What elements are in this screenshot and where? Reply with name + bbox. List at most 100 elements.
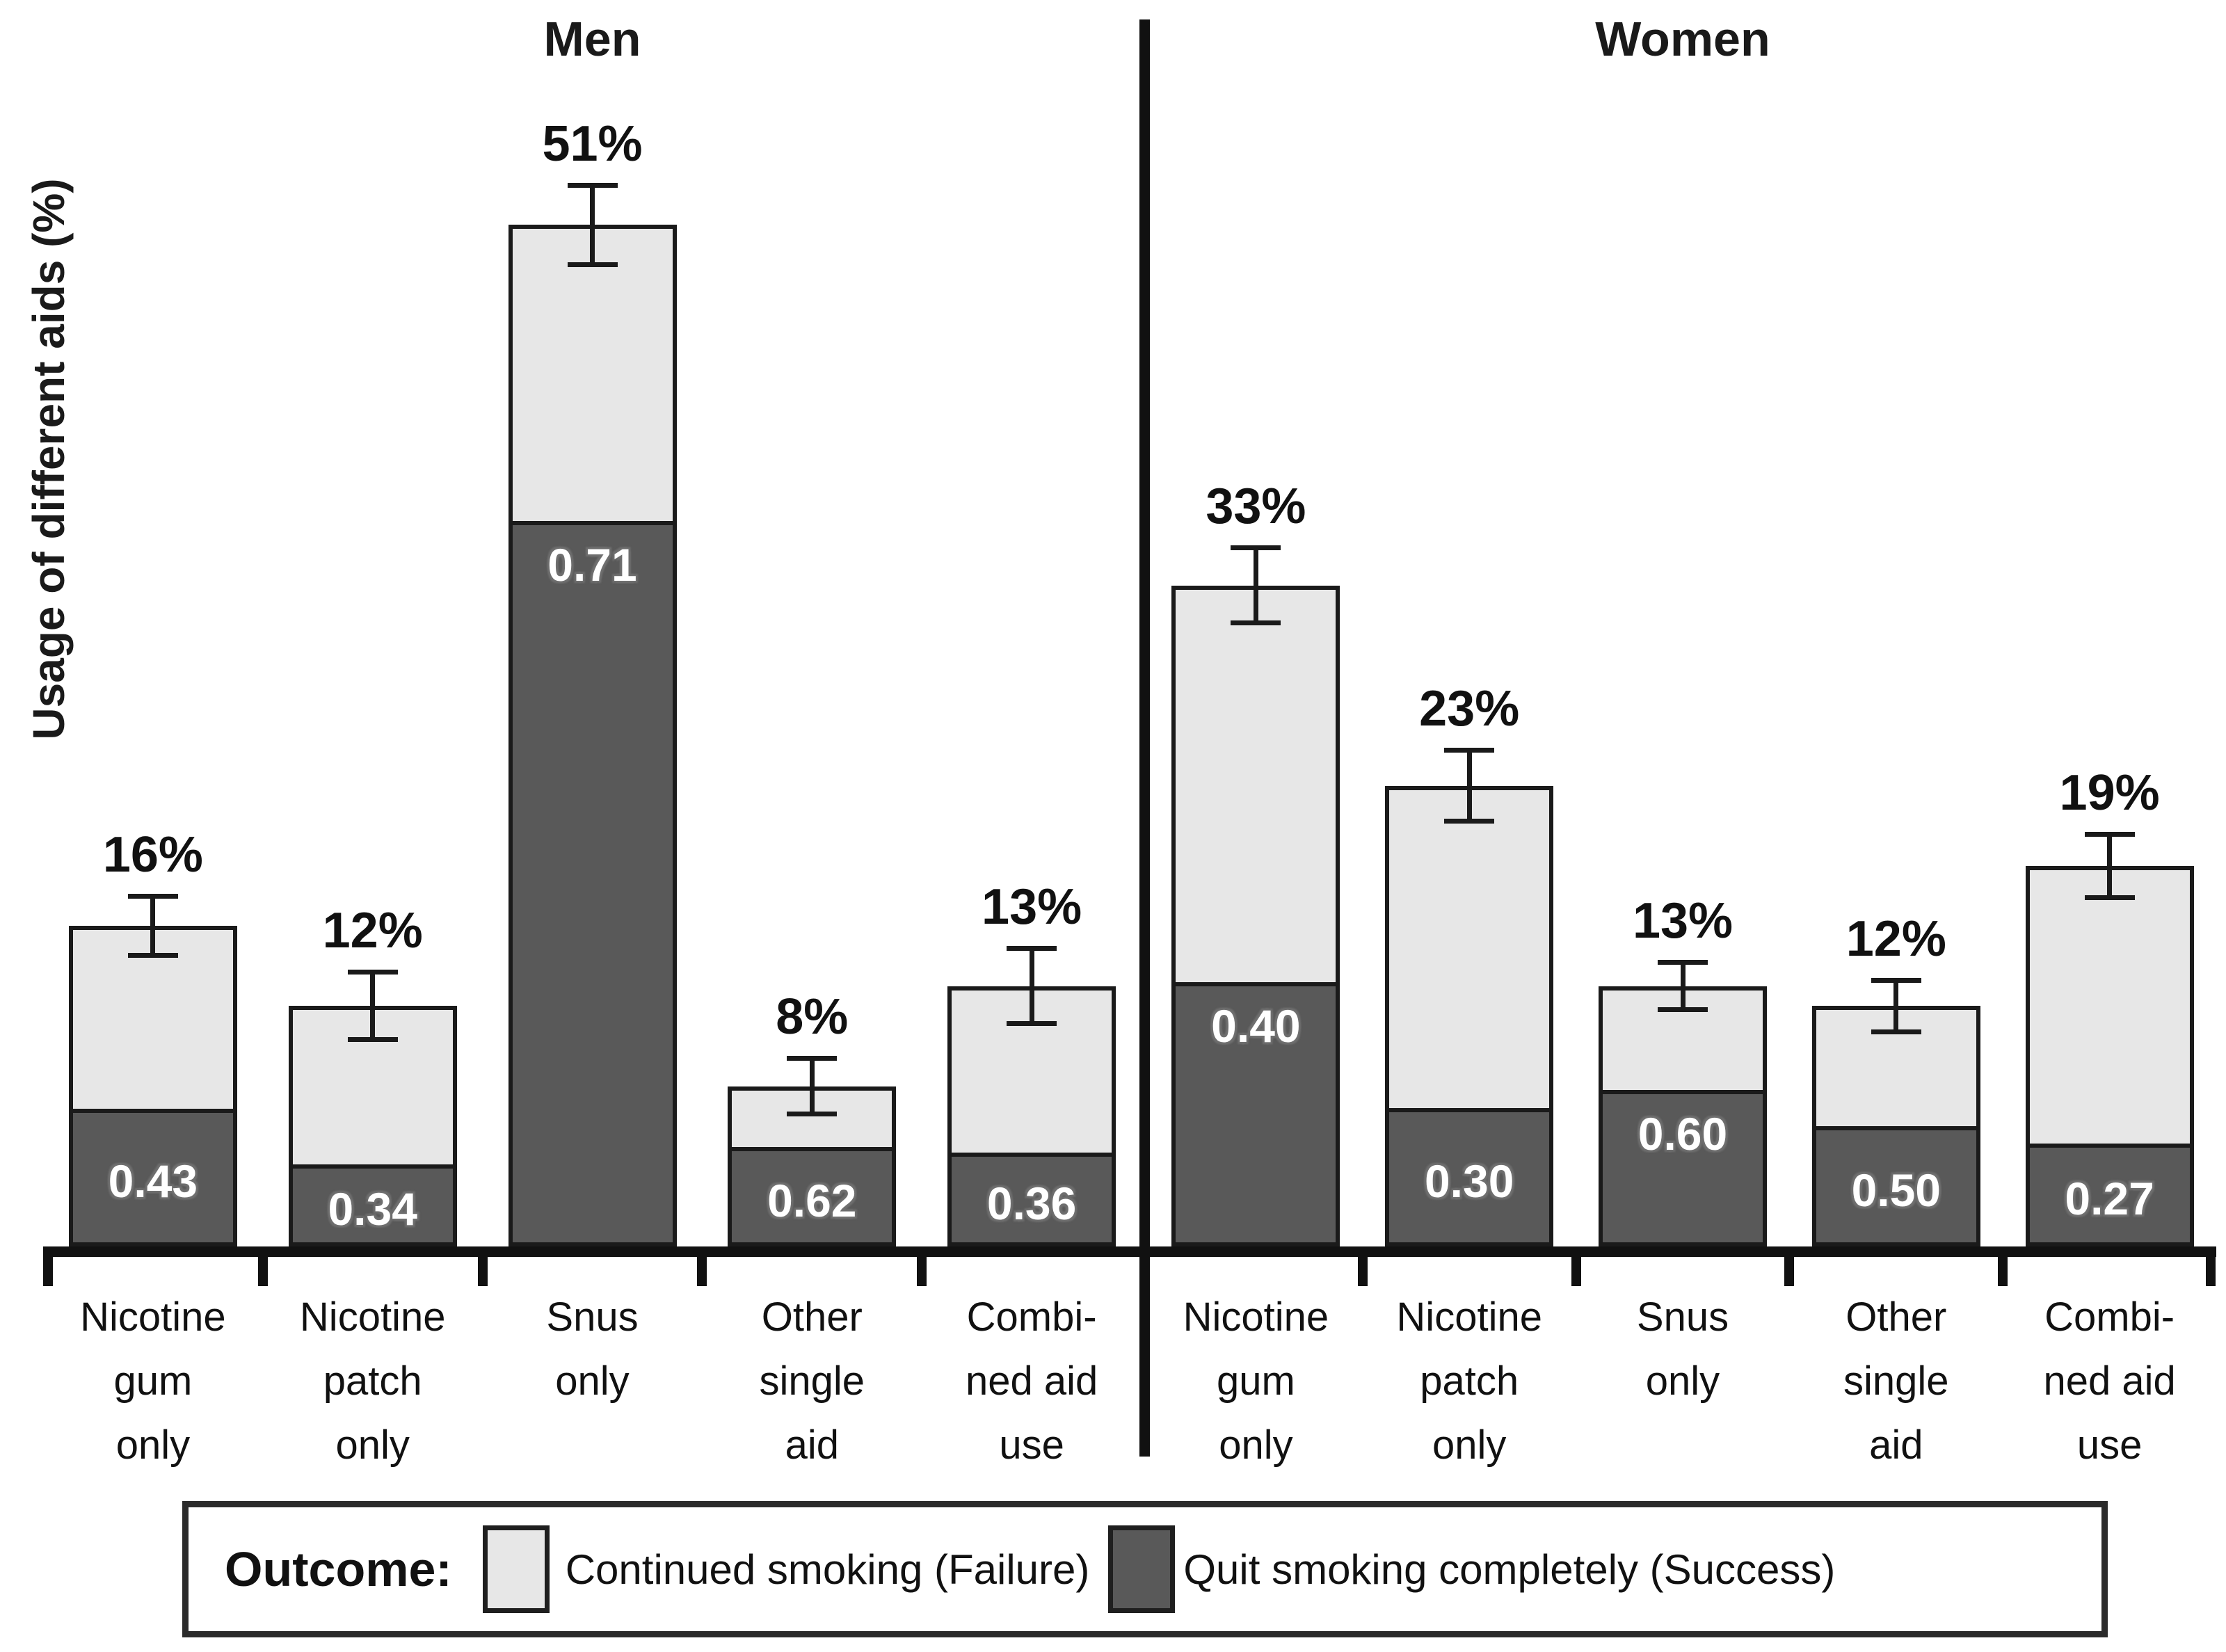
- category-label-line: Combi-: [2044, 1294, 2175, 1340]
- category-label-line: Combi-: [966, 1294, 1097, 1340]
- error-bar-cap-bottom: [347, 1037, 398, 1043]
- legend-title: Outcome:: [225, 1542, 452, 1596]
- panel-title-women: Women: [1595, 12, 1770, 66]
- error-bar-cap-top: [1444, 747, 1495, 753]
- axis-tick: [257, 1246, 268, 1286]
- error-bar-line: [1466, 749, 1472, 822]
- category-label-line: Snus: [546, 1294, 639, 1340]
- legend-label-success: Quit smoking completely (Success): [1183, 1546, 1836, 1593]
- axis-tick: [1571, 1246, 1581, 1286]
- category-label-line: Other: [761, 1294, 863, 1340]
- error-bar-line: [370, 972, 376, 1041]
- category-label: Nicotine gum only: [43, 1285, 263, 1477]
- category-label-line: Other: [1845, 1294, 1947, 1340]
- error-bar-cap-bottom: [2084, 895, 2135, 900]
- category-label-line: Snus: [1636, 1294, 1729, 1340]
- bar-success-segment: [68, 1108, 237, 1246]
- bar-success-segment: [2025, 1144, 2194, 1246]
- error-bar-line: [590, 184, 595, 265]
- bar-success-segment: [508, 521, 677, 1246]
- category-label: Combi-ned aid use: [2003, 1285, 2216, 1477]
- error-bar-cap-top: [1007, 945, 1057, 951]
- axis-tick: [697, 1246, 707, 1286]
- category-label-line: Nicotine: [1183, 1294, 1329, 1340]
- bar-success-label: 0.40: [1211, 1000, 1301, 1052]
- error-bar-line: [1253, 547, 1258, 624]
- bar-success-label: 0.71: [547, 539, 637, 591]
- error-bar-cap-top: [2084, 831, 2135, 837]
- bar-total-label: 13%: [1632, 893, 1733, 949]
- bar-total-label: 51%: [542, 115, 643, 172]
- category-label-line: Nicotine: [299, 1294, 446, 1340]
- bar-total-label: 8%: [776, 989, 849, 1045]
- category-label-line: only: [555, 1358, 630, 1404]
- y-axis-label: Usage of different aids (%): [24, 178, 74, 740]
- axis-tick: [917, 1246, 927, 1286]
- bar-success-segment: [1811, 1126, 1980, 1246]
- bar-success-label: 0.27: [2065, 1173, 2154, 1225]
- panel-title-men: Men: [543, 12, 641, 66]
- category-label-line: patch: [323, 1358, 422, 1404]
- bar-success-segment: [1385, 1108, 1554, 1246]
- error-bar-cap-bottom: [1444, 819, 1495, 824]
- error-bar-cap-top: [347, 970, 398, 975]
- bar-total-label: 13%: [982, 879, 1082, 935]
- category-label-line: aid: [1869, 1422, 1923, 1468]
- error-bar-cap-bottom: [1871, 1029, 1921, 1034]
- legend-swatch-success-icon: [1108, 1525, 1176, 1613]
- bar-total-label: 12%: [1845, 911, 1946, 967]
- bar-total-label: 16%: [102, 827, 203, 883]
- bar-success-label: 0.43: [108, 1155, 198, 1207]
- x-axis-baseline: [43, 1246, 2216, 1257]
- category-label: Other single aid: [1789, 1285, 2003, 1477]
- category-label-line: only: [1219, 1422, 1293, 1468]
- category-label-line: single: [759, 1358, 865, 1404]
- error-bar-cap-top: [1871, 977, 1921, 983]
- category-label-line: Nicotine: [1396, 1294, 1542, 1340]
- category-label-line: use: [999, 1422, 1064, 1468]
- category-label: Combi-ned aid use: [922, 1285, 1142, 1477]
- error-bar-line: [2107, 833, 2113, 898]
- error-bar-cap-top: [567, 182, 618, 188]
- category-label-line: only: [1645, 1358, 1720, 1404]
- error-bar-line: [809, 1058, 815, 1114]
- panel-divider-line: [1139, 19, 1150, 1457]
- bar-success-label: 0.34: [328, 1183, 417, 1235]
- bar-success-segment: [288, 1164, 457, 1246]
- category-label-line: single: [1843, 1358, 1949, 1404]
- legend-label-failure: Continued smoking (Failure): [565, 1546, 1090, 1593]
- category-label: Snus only: [483, 1285, 703, 1413]
- category-label: Nicotine patch only: [1363, 1285, 1576, 1477]
- error-bar-cap-top: [1658, 960, 1708, 965]
- axis-tick: [1784, 1246, 1795, 1286]
- bar-success-label: 0.50: [1851, 1164, 1941, 1216]
- axis-tick: [477, 1246, 488, 1286]
- category-label-line: only: [335, 1422, 410, 1468]
- error-bar-cap-bottom: [1007, 1021, 1057, 1027]
- category-label: Other single aid: [702, 1285, 922, 1477]
- category-label-line: gum: [1216, 1358, 1295, 1404]
- error-bar-line: [1893, 979, 1899, 1032]
- error-bar-cap-top: [127, 894, 178, 899]
- error-bar-cap-bottom: [567, 262, 618, 267]
- category-label-line: gum: [113, 1358, 193, 1404]
- axis-tick: [2206, 1246, 2216, 1286]
- category-label-line: use: [2076, 1422, 2143, 1468]
- category-label-line: ned aid: [2043, 1358, 2176, 1404]
- bar-success-segment: [1599, 1090, 1767, 1246]
- error-bar-line: [1680, 962, 1685, 1011]
- error-bar-line: [150, 896, 156, 956]
- axis-tick: [43, 1246, 53, 1286]
- error-bar-line: [1029, 947, 1034, 1025]
- bar-success-segment: [728, 1147, 897, 1246]
- error-bar-cap-bottom: [127, 953, 178, 959]
- error-bar-cap-bottom: [1658, 1007, 1708, 1013]
- error-bar-cap-bottom: [787, 1111, 838, 1116]
- bar-total-label: 19%: [2059, 764, 2160, 821]
- category-label: Nicotine gum only: [1149, 1285, 1363, 1477]
- bar-success-label: 0.60: [1638, 1108, 1728, 1160]
- axis-tick: [1357, 1246, 1368, 1286]
- bar-success-segment: [947, 1153, 1116, 1246]
- legend: Outcome: Continued smoking (Failure) Qui…: [182, 1501, 2108, 1637]
